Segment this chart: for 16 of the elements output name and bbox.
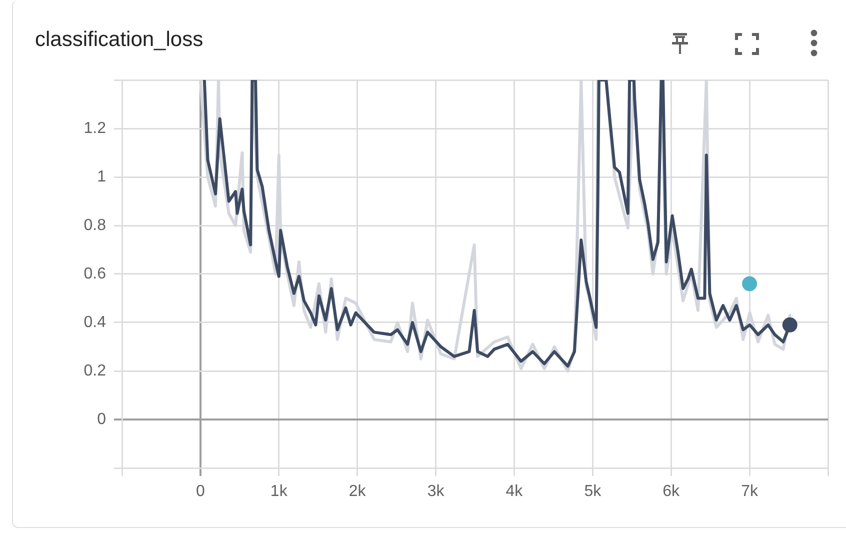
x-tick-label: 2k xyxy=(348,483,367,500)
x-tick-label: 3k xyxy=(427,483,446,500)
x-tick-label: 4k xyxy=(506,483,524,500)
y-tick-label: 0.8 xyxy=(84,216,106,234)
x-tick-label: 5k xyxy=(584,483,602,500)
x-tick-label: 0 xyxy=(196,483,205,500)
chart-title: classification_loss xyxy=(35,28,204,52)
x-tick-label: 6k xyxy=(662,483,681,500)
y-tick-label: 0.2 xyxy=(84,362,106,380)
y-tick-label: 1 xyxy=(97,168,106,186)
y-tick-label: 0.6 xyxy=(84,265,106,282)
y-tick-label: 1.2 xyxy=(84,120,106,137)
x-tick-label: 1k xyxy=(270,483,288,500)
y-tick-label: 0 xyxy=(97,410,106,428)
x-tick-label: 7k xyxy=(741,483,759,500)
y-tick-label: 0.4 xyxy=(84,314,106,331)
